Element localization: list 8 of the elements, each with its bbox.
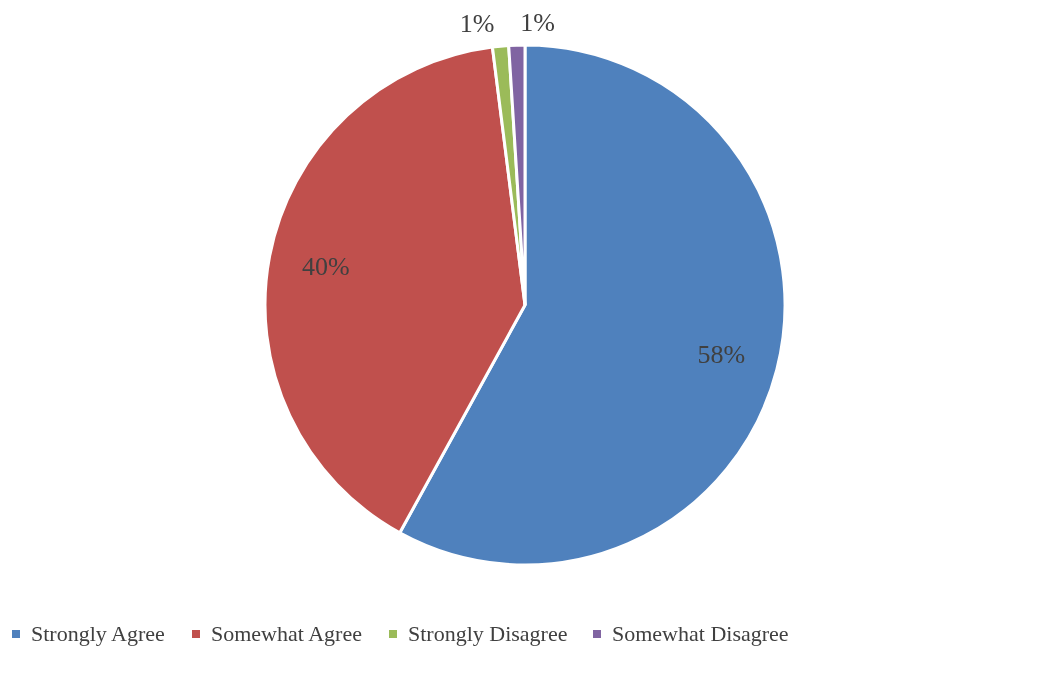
data-label: 1% [520,8,555,38]
data-label: 40% [301,252,350,281]
legend-label: Strongly Agree [31,621,165,646]
legend-label: Somewhat Agree [211,621,362,646]
data-label: 1% [459,9,495,39]
legend-label: Strongly Disagree [408,621,568,646]
legend-label: Somewhat Disagree [612,621,789,646]
data-label: 58% [697,340,746,370]
